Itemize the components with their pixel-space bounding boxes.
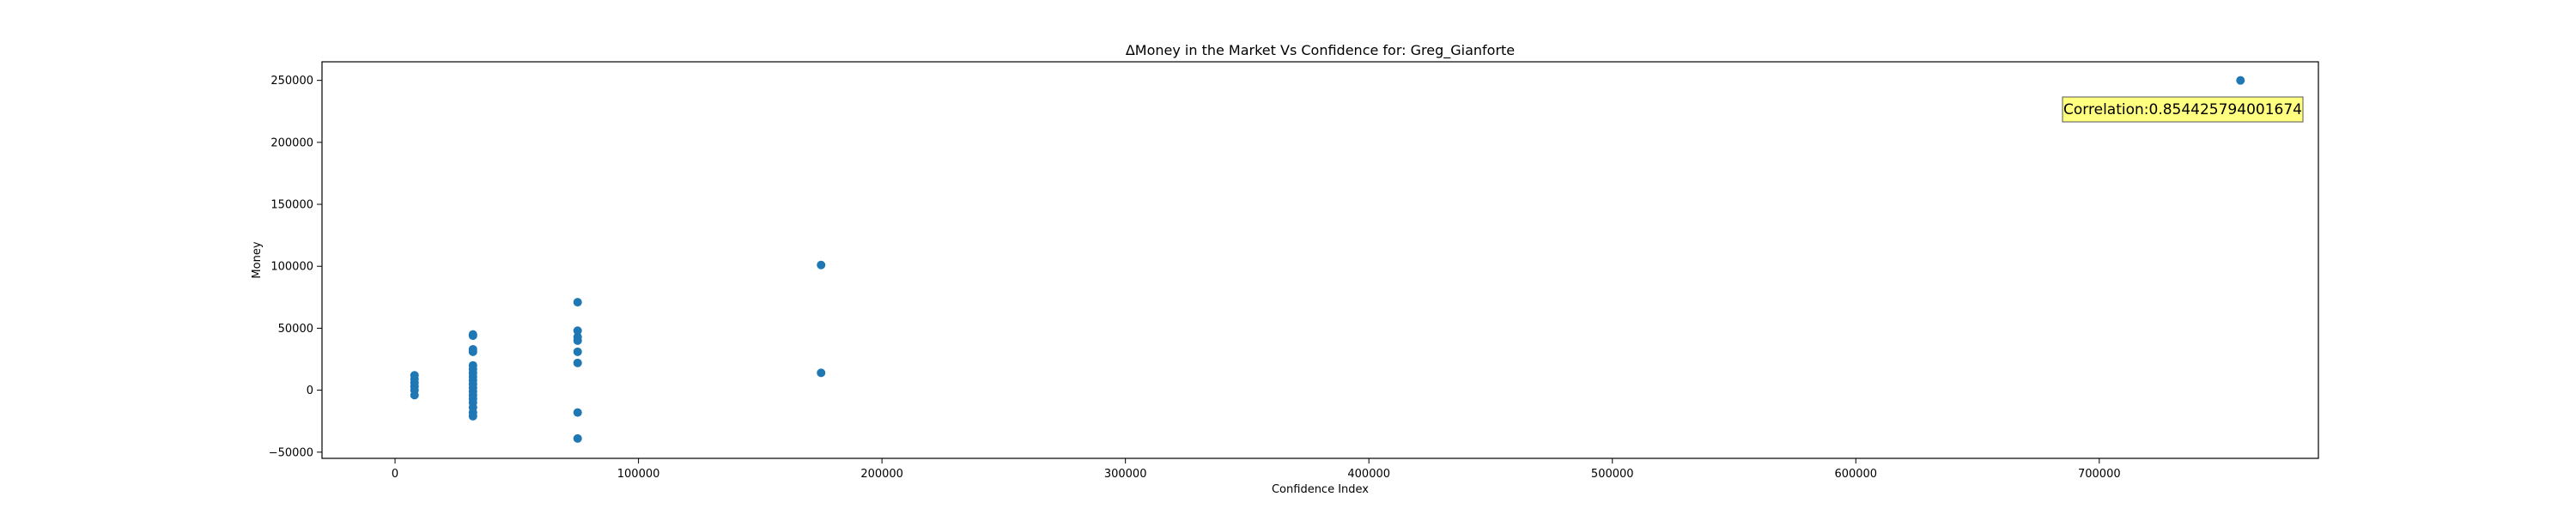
data-point <box>468 331 477 341</box>
data-point <box>573 347 582 356</box>
x-tick-label: 600000 <box>1834 468 1877 481</box>
data-point <box>573 408 582 417</box>
data-point <box>410 391 419 400</box>
x-tick-label: 500000 <box>1591 468 1634 481</box>
data-point <box>2236 76 2245 85</box>
x-tick-label: 400000 <box>1347 468 1390 481</box>
data-point <box>573 298 582 307</box>
data-point <box>817 368 826 378</box>
x-tick-label: 0 <box>392 468 398 481</box>
data-point <box>468 411 477 421</box>
data-point <box>573 358 582 367</box>
y-axis-label: Money <box>251 241 264 278</box>
x-tick-label: 200000 <box>860 468 903 481</box>
y-tick-label: −50000 <box>269 446 313 459</box>
y-tick-label: 150000 <box>270 199 313 212</box>
x-tick-label: 100000 <box>617 468 660 481</box>
y-tick-label: 250000 <box>270 75 313 88</box>
data-point <box>573 433 582 443</box>
x-tick-label: 300000 <box>1104 468 1147 481</box>
correlation-annotation-text: Correlation:0.854425794001674 <box>2063 101 2302 118</box>
y-tick-label: 200000 <box>270 136 313 149</box>
x-axis-label: Confidence Index <box>1272 483 1369 496</box>
correlation-annotation-box <box>2062 96 2304 123</box>
y-tick-label: 50000 <box>278 323 313 336</box>
y-axis-ticks: −50000 0 50000 100000 150000 200000 250000 <box>269 75 322 459</box>
data-points <box>410 76 2245 443</box>
x-axis-ticks: 0 100000 200000 300000 400000 500000 600000 700… <box>392 458 2121 481</box>
data-point <box>573 326 582 336</box>
data-point <box>573 336 582 345</box>
x-tick-label: 700000 <box>2078 468 2121 481</box>
data-point <box>468 347 477 356</box>
y-tick-label: 100000 <box>270 261 313 274</box>
y-tick-label: 0 <box>307 385 313 397</box>
plot-area-frame <box>321 61 2319 459</box>
data-point <box>817 260 826 270</box>
correlation-annotation: Correlation:0.854425794001674 <box>2062 96 2304 123</box>
chart-title: ΔMoney in the Market Vs Confidence for: … <box>1126 42 1515 59</box>
